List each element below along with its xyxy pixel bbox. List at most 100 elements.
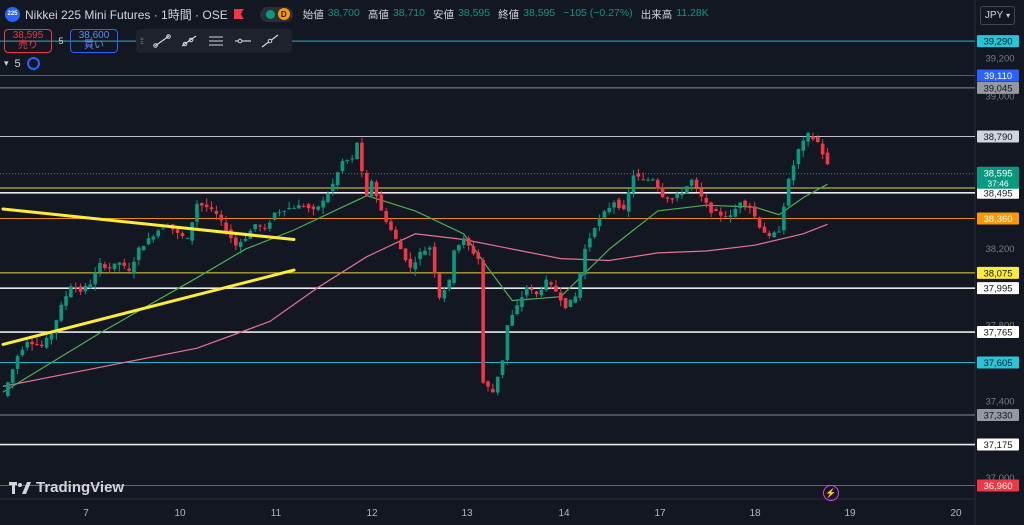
indicator-length[interactable]: 5 [14, 57, 21, 70]
level-price-tag: 37,330 [977, 408, 1019, 421]
candle-body [786, 178, 791, 206]
candle-body [602, 211, 607, 218]
candle-body [423, 250, 427, 255]
level-price-tag: 36,960 [977, 479, 1019, 492]
candle [292, 205, 296, 210]
candle [777, 226, 781, 233]
level-tag-text: 38,790 [983, 132, 1012, 143]
sell-button[interactable]: 38,595 売り [4, 29, 52, 53]
candle-body [617, 199, 621, 209]
candle-body [398, 241, 403, 250]
candle-body [563, 298, 568, 309]
candle [772, 230, 776, 238]
candle-body [607, 207, 612, 213]
ray-tool-icon[interactable] [175, 30, 202, 52]
candle [743, 199, 747, 211]
symbol-logo[interactable]: 225 [5, 6, 20, 22]
candle-body [597, 218, 602, 227]
candle [364, 170, 369, 197]
candle-body [69, 286, 73, 298]
candle [510, 309, 515, 327]
candle [719, 207, 723, 222]
lightning-icon[interactable]: ⚡ [823, 485, 839, 501]
candle-body [752, 206, 757, 217]
candle-body [583, 248, 587, 275]
candle [675, 191, 679, 202]
candle-body [78, 286, 83, 292]
level-tag-bg [977, 326, 1019, 339]
candle-body [452, 250, 456, 284]
candle [204, 198, 209, 212]
horizontal-line-tool-icon[interactable] [229, 30, 256, 52]
candle-body [161, 228, 165, 230]
high-label: 高値 [367, 8, 389, 21]
level-price-tag: 38,360 [977, 212, 1019, 225]
candle-body [432, 246, 437, 274]
candle-body [689, 179, 694, 186]
drag-handle-icon[interactable]: ⁞⁞ [140, 36, 144, 46]
level-tag-bg [977, 130, 1019, 143]
close-label: 終値 [498, 8, 520, 21]
candle-body [626, 192, 631, 212]
candle [107, 262, 112, 274]
level-tag-text: 37,330 [983, 410, 1012, 421]
parallel-channel-tool-icon[interactable] [202, 30, 229, 52]
candle [529, 284, 534, 294]
candle-body [40, 344, 44, 347]
chevron-down-icon[interactable]: ▾ [4, 58, 9, 68]
candle-body [35, 343, 39, 345]
buy-label: 買い [84, 40, 104, 51]
candle [534, 290, 539, 298]
candle-body [699, 188, 704, 197]
candle-body [743, 200, 747, 207]
candle [573, 292, 578, 304]
candle [161, 227, 165, 230]
candle [752, 201, 757, 219]
candle [64, 291, 68, 311]
trend-line-tool-icon[interactable] [148, 30, 175, 52]
volume-value: 11.28K [676, 6, 709, 19]
buy-price: 38,600 [78, 30, 110, 41]
indicator-settings-icon[interactable] [26, 57, 40, 70]
candle-body [505, 325, 510, 360]
low-label: 安値 [432, 8, 454, 21]
candle [258, 223, 262, 232]
y-tick-label: 37,000 [985, 473, 1014, 484]
candle-body [394, 229, 398, 239]
candle-body [185, 238, 190, 240]
candle [466, 235, 471, 251]
candle [137, 246, 141, 266]
candle-body [321, 200, 325, 208]
ma-long-line [2, 223, 828, 387]
ohlc-legend: 始値 38,700 高値 38,710 安値 38,595 終値 38,595 −105… [303, 7, 713, 22]
candle-body [112, 263, 117, 270]
level-tag-text: 39,110 [984, 71, 1012, 82]
candle [651, 177, 655, 182]
candle [457, 244, 461, 254]
candle [40, 340, 44, 349]
extended-line-tool-icon[interactable] [256, 30, 283, 52]
candle-body [355, 142, 359, 159]
flag-icon[interactable] [233, 9, 244, 19]
candle [583, 244, 587, 280]
candle-body [578, 272, 582, 298]
candle-body [277, 211, 282, 213]
currency-selector[interactable]: JPY ▾ [980, 6, 1015, 25]
candle [437, 272, 442, 300]
candle [180, 231, 185, 239]
candle [88, 279, 93, 289]
market-status-pill[interactable]: D [259, 6, 293, 22]
buy-button[interactable]: 38,600 買い [70, 29, 118, 53]
candle-body [137, 247, 141, 260]
candle-body [825, 152, 830, 165]
candle [374, 179, 379, 203]
level-tag-text: 38,360 [983, 214, 1012, 225]
candle [447, 279, 451, 292]
symbol-title[interactable]: Nikkei 225 Mini Futures · 1時間 · OSE [25, 7, 228, 22]
candle [481, 257, 485, 385]
candle-body [660, 187, 665, 198]
tradingview-logo[interactable]: TradingView [9, 479, 124, 496]
